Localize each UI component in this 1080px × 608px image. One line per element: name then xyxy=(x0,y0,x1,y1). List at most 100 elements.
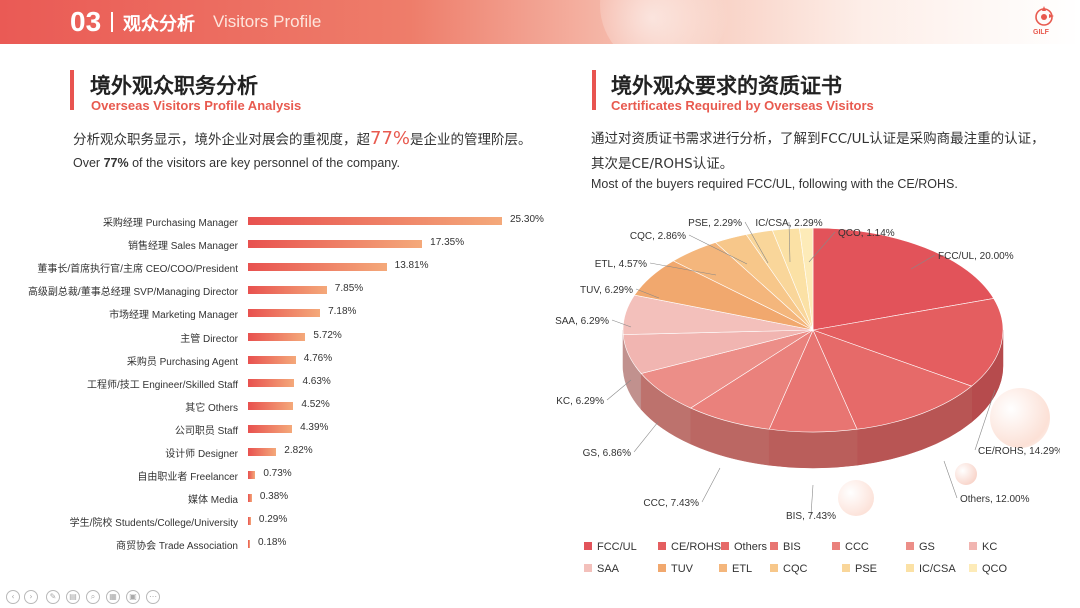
right-description-cn-line2: 其次是CE/ROHS认证。 xyxy=(591,156,734,172)
decorative-bubble xyxy=(955,463,977,485)
legend-swatch xyxy=(658,542,666,550)
bar-value-label: 7.18% xyxy=(328,306,357,318)
pie-leader-line xyxy=(688,234,748,265)
bar-category-label: 销售经理 Sales Manager xyxy=(127,241,238,253)
bar xyxy=(248,286,327,295)
bar-row: 工程师/技工 Engineer/Skilled Staff 4.63% xyxy=(0,372,560,395)
pen-icon[interactable]: ✎ xyxy=(46,590,60,604)
decorative-bubble xyxy=(838,480,874,516)
legend-label: CQC xyxy=(783,563,808,575)
legend-swatch xyxy=(969,542,977,550)
bar-row: 公司职员 Staff 4.39% xyxy=(0,418,560,441)
bar-value-label: 0.18% xyxy=(258,537,287,549)
pages-icon[interactable]: ▤ xyxy=(66,590,80,604)
left-section-title: 境外观众职务分析 xyxy=(90,74,258,98)
bar-value-label: 0.73% xyxy=(263,468,292,480)
bar-category-label: 商贸协会 Trade Association xyxy=(116,541,238,553)
bar-row: 设计师 Designer 2.82% xyxy=(0,441,560,464)
section-number: 03 xyxy=(70,6,102,37)
bar-value-label: 4.76% xyxy=(303,352,333,364)
bar-category-label: 董事长/首席执行官/主席 CEO/COO/President xyxy=(37,264,238,276)
legend-label: Others xyxy=(734,541,768,553)
bar-category-label: 自由职业者 Freelancer xyxy=(137,472,238,484)
right-description-en: Most of the buyers required FCC/UL, foll… xyxy=(591,177,958,191)
bar-category-label: 媒体 Media xyxy=(187,495,238,507)
legend-swatch xyxy=(721,542,729,550)
bar xyxy=(248,217,502,225)
more-icon[interactable]: ⋯ xyxy=(146,590,160,604)
bar-row: 自由职业者 Freelancer 0.73% xyxy=(0,464,560,487)
legend-item: ETL xyxy=(719,563,752,577)
desc-cn-pre: 分析观众职务显示，境外企业对展会的重视度，超 xyxy=(73,132,370,148)
bar xyxy=(248,517,251,526)
legend-label: FCC/UL xyxy=(597,541,637,553)
legend-item: Others xyxy=(721,541,767,555)
legend-swatch xyxy=(906,542,914,550)
legend-item: CQC xyxy=(770,563,807,577)
bar-row: 主管 Director 5.72% xyxy=(0,326,560,349)
pie-slice xyxy=(812,227,995,331)
bar-value-label: 5.72% xyxy=(313,329,342,341)
prev-icon[interactable]: ‹ xyxy=(6,590,20,604)
left-description-cn: 分析观众职务显示，境外企业对展会的重视度，超77%是企业的管理阶层。 xyxy=(73,128,532,149)
certificates-pie-chart: FCC/UL, 20.00% CE/ROHS, 14.29% Others, 12.… xyxy=(555,218,1060,522)
legend-swatch xyxy=(906,564,914,572)
desc-en-pre: Over xyxy=(73,156,104,170)
bar xyxy=(248,263,387,272)
legend-item: QCO xyxy=(969,563,1007,577)
desc-en-bold: 77% xyxy=(103,156,129,170)
bar-value-label: 0.29% xyxy=(258,514,288,526)
pie-leader-line xyxy=(810,484,814,516)
left-section-subtitle: Overseas Visitors Profile Analysis xyxy=(91,98,302,113)
bar-value-label: 0.38% xyxy=(259,491,289,503)
bar xyxy=(248,332,306,341)
pie-slice xyxy=(811,298,1004,387)
next-icon[interactable]: › xyxy=(24,590,38,604)
legend-swatch xyxy=(770,564,778,572)
legend-swatch xyxy=(584,542,592,550)
bar-row: 采购员 Purchasing Agent 4.76% xyxy=(0,349,560,372)
header-band: 03 观众分析 Visitors Profile xyxy=(0,0,1080,44)
pie-leader-line xyxy=(943,460,958,499)
page-subtitle: Visitors Profile xyxy=(213,12,322,31)
pie-slice-label: CE/ROHS, 14.29% xyxy=(978,446,1060,457)
bar-category-label: 采购经理 Purchasing Manager xyxy=(102,218,238,229)
pie-slice-label: Others, 12.00% xyxy=(960,494,1030,505)
legend-label: CE/ROHS xyxy=(671,541,722,553)
pie-slice-label: IC/CSA, 2.29% xyxy=(755,218,822,229)
pie-slice-label: FCC/UL, 20.00% xyxy=(938,251,1014,262)
legend-item: CCC xyxy=(832,541,869,555)
pie-leader-line xyxy=(606,379,632,401)
zoom-icon[interactable]: ⌕ xyxy=(86,590,100,604)
desc-en-post: of the visitors are key personnel of the… xyxy=(128,156,401,170)
logo-text: GILF xyxy=(1033,29,1049,36)
legend-item: SAA xyxy=(584,563,619,577)
legend-swatch xyxy=(719,564,727,572)
pie-slice-label: BIS, 7.43% xyxy=(786,511,836,522)
legend-label: QCO xyxy=(982,563,1008,575)
bar-value-label: 25.30% xyxy=(510,214,544,225)
bar-row: 市场经理 Marketing Manager 7.18% xyxy=(0,302,560,325)
bar-category-label: 高级副总裁/董事总经理 SVP/Managing Director xyxy=(27,287,238,299)
legend-label: TUV xyxy=(671,563,693,575)
camera-icon[interactable]: ▣ xyxy=(126,590,140,604)
legend-swatch xyxy=(832,542,840,550)
legend-item: FCC/UL xyxy=(584,541,637,555)
pie-slice-label: CCC, 7.43% xyxy=(643,498,699,509)
grid-icon[interactable]: ▦ xyxy=(106,590,120,604)
desc-cn-highlight: 77% xyxy=(370,128,411,149)
pie-slice-label: GS, 6.86% xyxy=(583,448,631,459)
bar-category-label: 采购员 Purchasing Agent xyxy=(126,356,238,368)
legend-swatch xyxy=(584,564,592,572)
bar-category-label: 其它 Others xyxy=(185,402,238,414)
legend-label: SAA xyxy=(597,563,620,575)
bar-value-label: 17.35% xyxy=(430,237,465,249)
bar-row: 商贸协会 Trade Association 0.18% xyxy=(0,533,560,556)
pie-slice xyxy=(812,329,973,430)
bar-value-label: 2.82% xyxy=(284,445,313,456)
right-section-title: 境外观众要求的资质证书 xyxy=(611,74,842,98)
bar-row: 采购经理 Purchasing Manager 25.30% xyxy=(0,210,560,233)
pie-slice-label: SAA, 6.29% xyxy=(555,316,609,327)
bar-category-label: 主管 Director xyxy=(180,333,238,345)
bar-row: 其它 Others 4.52% xyxy=(0,395,560,418)
